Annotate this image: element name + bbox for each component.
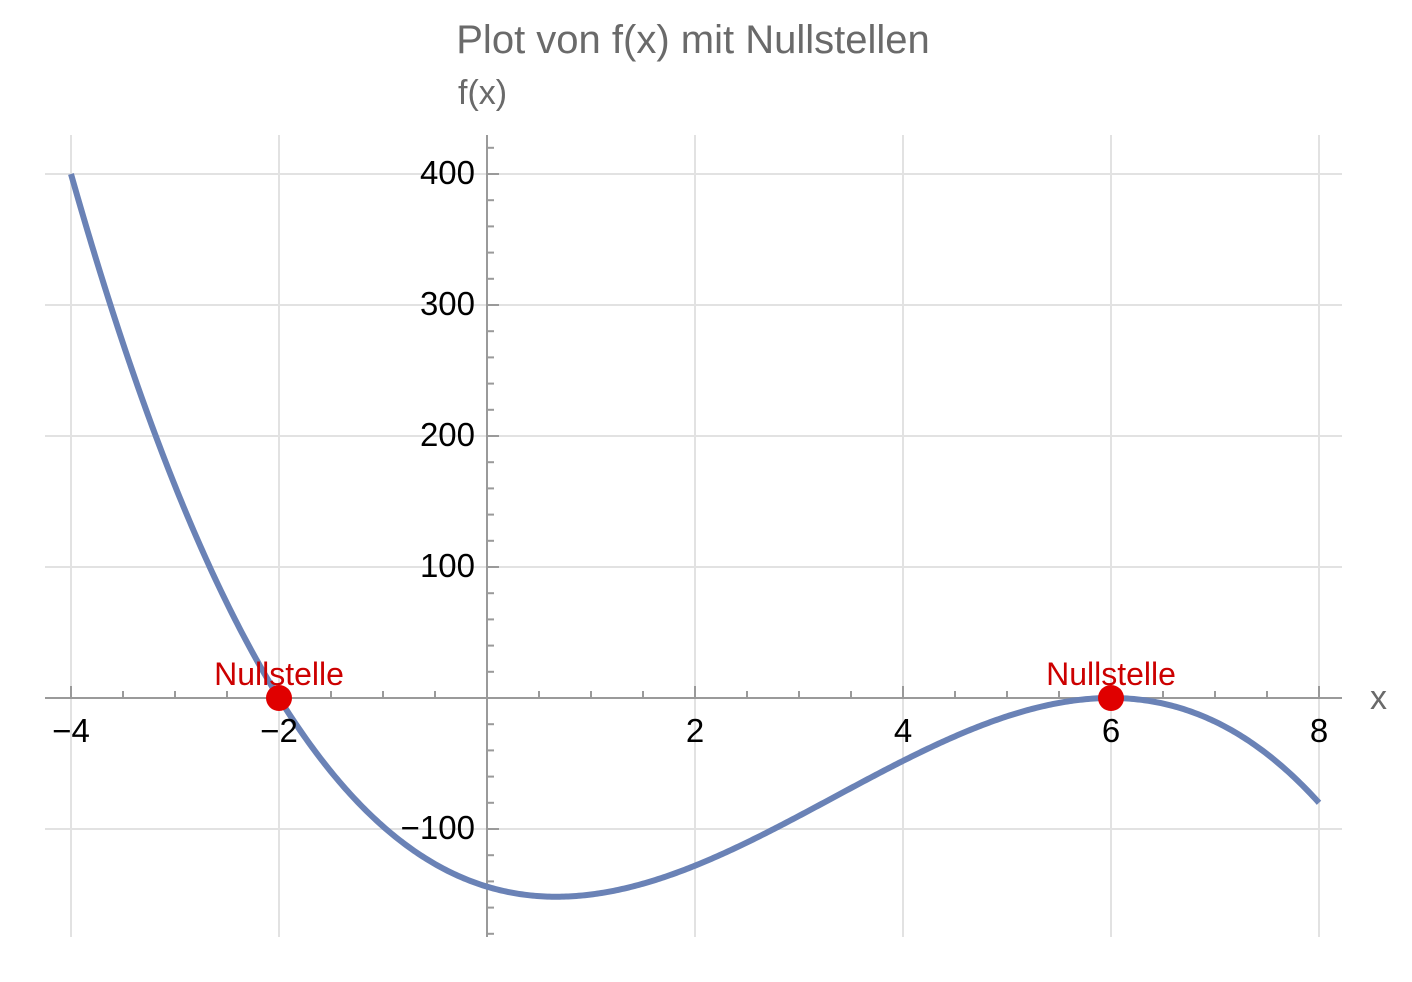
y-tick-label: 300	[419, 285, 475, 322]
x-tick-label: 6	[1101, 712, 1121, 749]
chart-title: Plot von f(x) mit Nullstellen	[456, 18, 930, 62]
y-axis-label: f(x)	[458, 74, 508, 112]
grid-lines	[45, 135, 1342, 937]
root-point	[1098, 685, 1124, 711]
x-tick-label: 8	[1309, 712, 1329, 749]
root-annotation: Nullstelle	[1046, 656, 1176, 692]
x-tick-label: 4	[893, 712, 913, 749]
y-tick-label: 400	[419, 154, 475, 191]
x-axis-label: x	[1370, 679, 1387, 717]
root-point	[266, 685, 292, 711]
x-tick-label: −2	[260, 712, 298, 749]
root-markers	[266, 685, 1124, 711]
y-tick-label: 100	[419, 547, 475, 584]
axes	[45, 135, 1342, 937]
x-tick-label: −4	[52, 712, 90, 749]
root-annotation: Nullstelle	[214, 656, 344, 692]
x-tick-label: 2	[685, 712, 705, 749]
y-tick-label: 200	[419, 416, 475, 453]
y-tick-label: −100	[400, 809, 475, 846]
